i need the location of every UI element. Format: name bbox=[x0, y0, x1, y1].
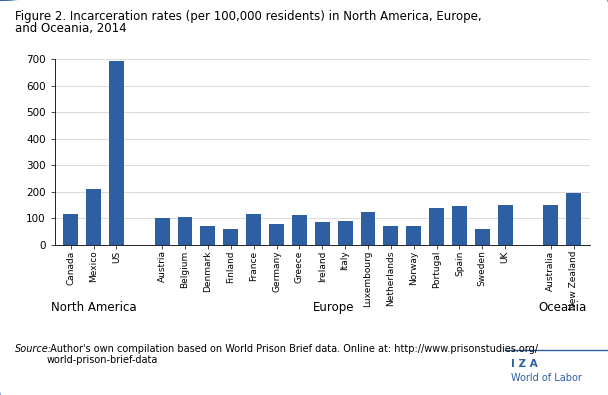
Bar bbox=[429, 208, 444, 245]
Bar bbox=[452, 206, 467, 245]
Bar bbox=[63, 214, 78, 245]
Text: Figure 2. Incarceration rates (per 100,000 residents) in North America, Europe,: Figure 2. Incarceration rates (per 100,0… bbox=[15, 10, 482, 23]
Text: I Z A: I Z A bbox=[511, 359, 537, 369]
Bar bbox=[544, 205, 558, 245]
Bar bbox=[498, 205, 513, 245]
Bar bbox=[269, 224, 284, 245]
Text: North America: North America bbox=[51, 301, 136, 314]
Bar bbox=[475, 229, 489, 245]
Bar bbox=[223, 229, 238, 245]
Text: World of Labor: World of Labor bbox=[511, 373, 582, 383]
Text: Oceania: Oceania bbox=[538, 301, 587, 314]
Bar bbox=[337, 220, 353, 245]
Bar bbox=[155, 218, 170, 245]
Bar bbox=[384, 226, 398, 245]
Bar bbox=[178, 217, 193, 245]
Text: and Oceania, 2014: and Oceania, 2014 bbox=[15, 22, 127, 35]
Bar bbox=[566, 193, 581, 245]
Text: Source:: Source: bbox=[15, 344, 52, 354]
Bar bbox=[109, 61, 124, 245]
Bar bbox=[86, 189, 101, 245]
Bar bbox=[406, 226, 421, 245]
Bar bbox=[246, 214, 261, 245]
Text: Europe: Europe bbox=[313, 301, 354, 314]
Bar bbox=[292, 215, 307, 245]
Bar bbox=[361, 212, 375, 245]
Bar bbox=[201, 226, 215, 245]
Text: Author's own compilation based on World Prison Brief data. Online at: http://www: Author's own compilation based on World … bbox=[47, 344, 538, 365]
Bar bbox=[315, 222, 330, 245]
